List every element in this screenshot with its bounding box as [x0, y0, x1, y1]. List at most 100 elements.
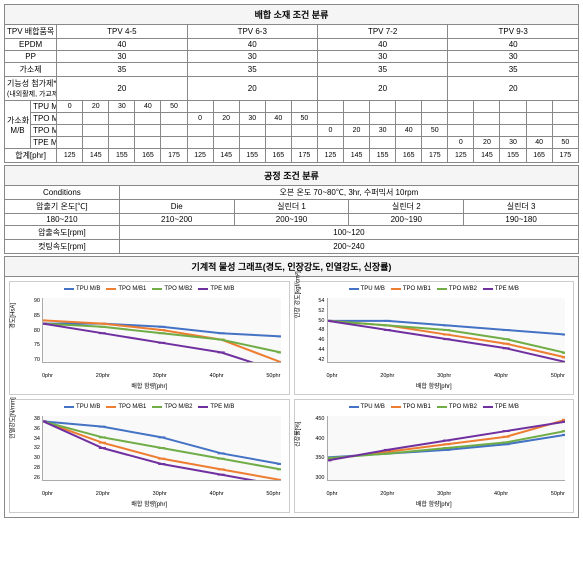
mb-step — [291, 101, 317, 113]
legend-swatch — [391, 288, 401, 290]
legend-label: TPO M/B1 — [403, 286, 431, 292]
mb-step — [161, 125, 187, 137]
mat-cell: 40 — [57, 39, 187, 51]
mb-step — [265, 137, 291, 149]
sum-cell: 165 — [135, 149, 161, 163]
mb-step — [344, 101, 370, 113]
legend-swatch — [106, 288, 116, 290]
x-axis-label: 배합 함량[phr] — [299, 381, 570, 390]
x-tick: 30phr — [153, 491, 167, 497]
sum-label: 합계[phr] — [5, 149, 57, 163]
mb-step — [109, 137, 135, 149]
tpv-col-0: TPV 4-5 — [57, 25, 187, 39]
sum-cell: 165 — [526, 149, 552, 163]
legend-label: TPE M/B — [495, 404, 519, 410]
mb-step — [552, 125, 578, 137]
legend-swatch — [349, 406, 359, 408]
legend-swatch — [64, 288, 74, 290]
proc-c3: 실린더 3 — [464, 200, 579, 214]
mb-step: 20 — [83, 101, 109, 113]
chart-legend: TPU M/BTPO M/B1TPO M/B2TPE M/B — [14, 404, 285, 410]
mat-cell: 30 — [317, 51, 447, 63]
chart-grid: TPU M/BTPO M/B1TPO M/B2TPE M/B경도[HsA]908… — [4, 277, 579, 518]
legend-label: TPE M/B — [495, 286, 519, 292]
mech-header: 기계적 물성 그래프(경도, 인장강도, 인열강도, 신장률) — [5, 257, 579, 277]
chart-legend: TPU M/BTPO M/B1TPO M/B2TPE M/B — [299, 286, 570, 292]
y-ticks: 54525048464442 — [299, 298, 325, 363]
sum-cell: 145 — [474, 149, 500, 163]
sum-cell: 175 — [161, 149, 187, 163]
mb-step: 40 — [396, 125, 422, 137]
mat-cell: 30 — [57, 51, 187, 63]
sum-cell: 125 — [187, 149, 213, 163]
y-tick: 450 — [315, 416, 324, 422]
plot-area — [42, 298, 281, 363]
legend-label: TPO M/B1 — [118, 286, 146, 292]
x-axis-label: 배합 함량[phr] — [14, 499, 285, 508]
legend-label: TPO M/B2 — [449, 404, 477, 410]
mat-cell: 20 — [57, 77, 187, 101]
mb-step — [57, 113, 83, 125]
legend-item: TPE M/B — [198, 404, 234, 410]
x-tick: 50phr — [266, 373, 280, 379]
legend-item: TPU M/B — [349, 286, 385, 292]
mb-step — [213, 137, 239, 149]
legend-label: TPU M/B — [361, 286, 385, 292]
mb-step — [291, 125, 317, 137]
mb-step: 40 — [135, 101, 161, 113]
mb-step: 30 — [500, 137, 526, 149]
mb-step — [552, 113, 578, 125]
x-ticks: 0phr20phr30phr40phr50phr — [327, 491, 566, 497]
mb-step — [396, 137, 422, 149]
x-tick: 40phr — [494, 373, 508, 379]
sum-cell: 145 — [344, 149, 370, 163]
x-axis-label: 배합 함량[phr] — [299, 499, 570, 508]
y-tick: 70 — [34, 357, 40, 363]
mb-step — [344, 137, 370, 149]
legend-item: TPO M/B1 — [391, 404, 431, 410]
mb-step — [474, 113, 500, 125]
x-tick: 50phr — [551, 373, 565, 379]
y-tick: 42 — [318, 357, 324, 363]
legend-swatch — [198, 288, 208, 290]
x-tick: 0phr — [327, 373, 338, 379]
sum-cell: 125 — [317, 149, 343, 163]
mb-step — [109, 125, 135, 137]
x-ticks: 0phr20phr30phr40phr50phr — [42, 373, 281, 379]
sum-cell: 165 — [396, 149, 422, 163]
mb-step: 50 — [422, 125, 448, 137]
chart: TPU M/BTPO M/B1TPO M/B2TPE M/B신장률[%]4504… — [294, 399, 575, 513]
legend-item: TPU M/B — [64, 404, 100, 410]
x-tick: 20phr — [380, 491, 394, 497]
sum-cell: 175 — [552, 149, 578, 163]
sum-cell: 175 — [291, 149, 317, 163]
process-header: 공정 조건 분류 — [5, 166, 579, 186]
y-tick: 54 — [318, 298, 324, 304]
ext-speed-label: 압출속도[rpm] — [5, 226, 120, 240]
legend-swatch — [483, 288, 493, 290]
mb-step — [526, 125, 552, 137]
y-ticks: 9085807570 — [14, 298, 40, 363]
mb-step — [83, 113, 109, 125]
mat-cell: 35 — [448, 63, 579, 77]
legend-swatch — [437, 406, 447, 408]
legend-label: TPE M/B — [210, 404, 234, 410]
x-tick: 30phr — [153, 373, 167, 379]
proc-v2: 200~190 — [349, 214, 464, 226]
mb-step — [500, 101, 526, 113]
mb-step — [135, 125, 161, 137]
mb-step — [474, 101, 500, 113]
legend-item: TPE M/B — [483, 404, 519, 410]
chart: TPU M/BTPO M/B1TPO M/B2TPE M/B경도[HsA]908… — [9, 281, 290, 395]
mb-step — [448, 101, 474, 113]
mat-row-name: EPDM — [5, 39, 57, 51]
mb-step: 20 — [213, 113, 239, 125]
y-tick: 52 — [318, 308, 324, 314]
proc-c2: 실린더 2 — [349, 200, 464, 214]
y-tick: 30 — [34, 455, 40, 461]
y-ticks: 38363432302826 — [14, 416, 40, 481]
x-ticks: 0phr20phr30phr40phr50phr — [327, 373, 566, 379]
sum-cell: 155 — [239, 149, 265, 163]
x-tick: 40phr — [210, 491, 224, 497]
legend-label: TPO M/B2 — [164, 286, 192, 292]
